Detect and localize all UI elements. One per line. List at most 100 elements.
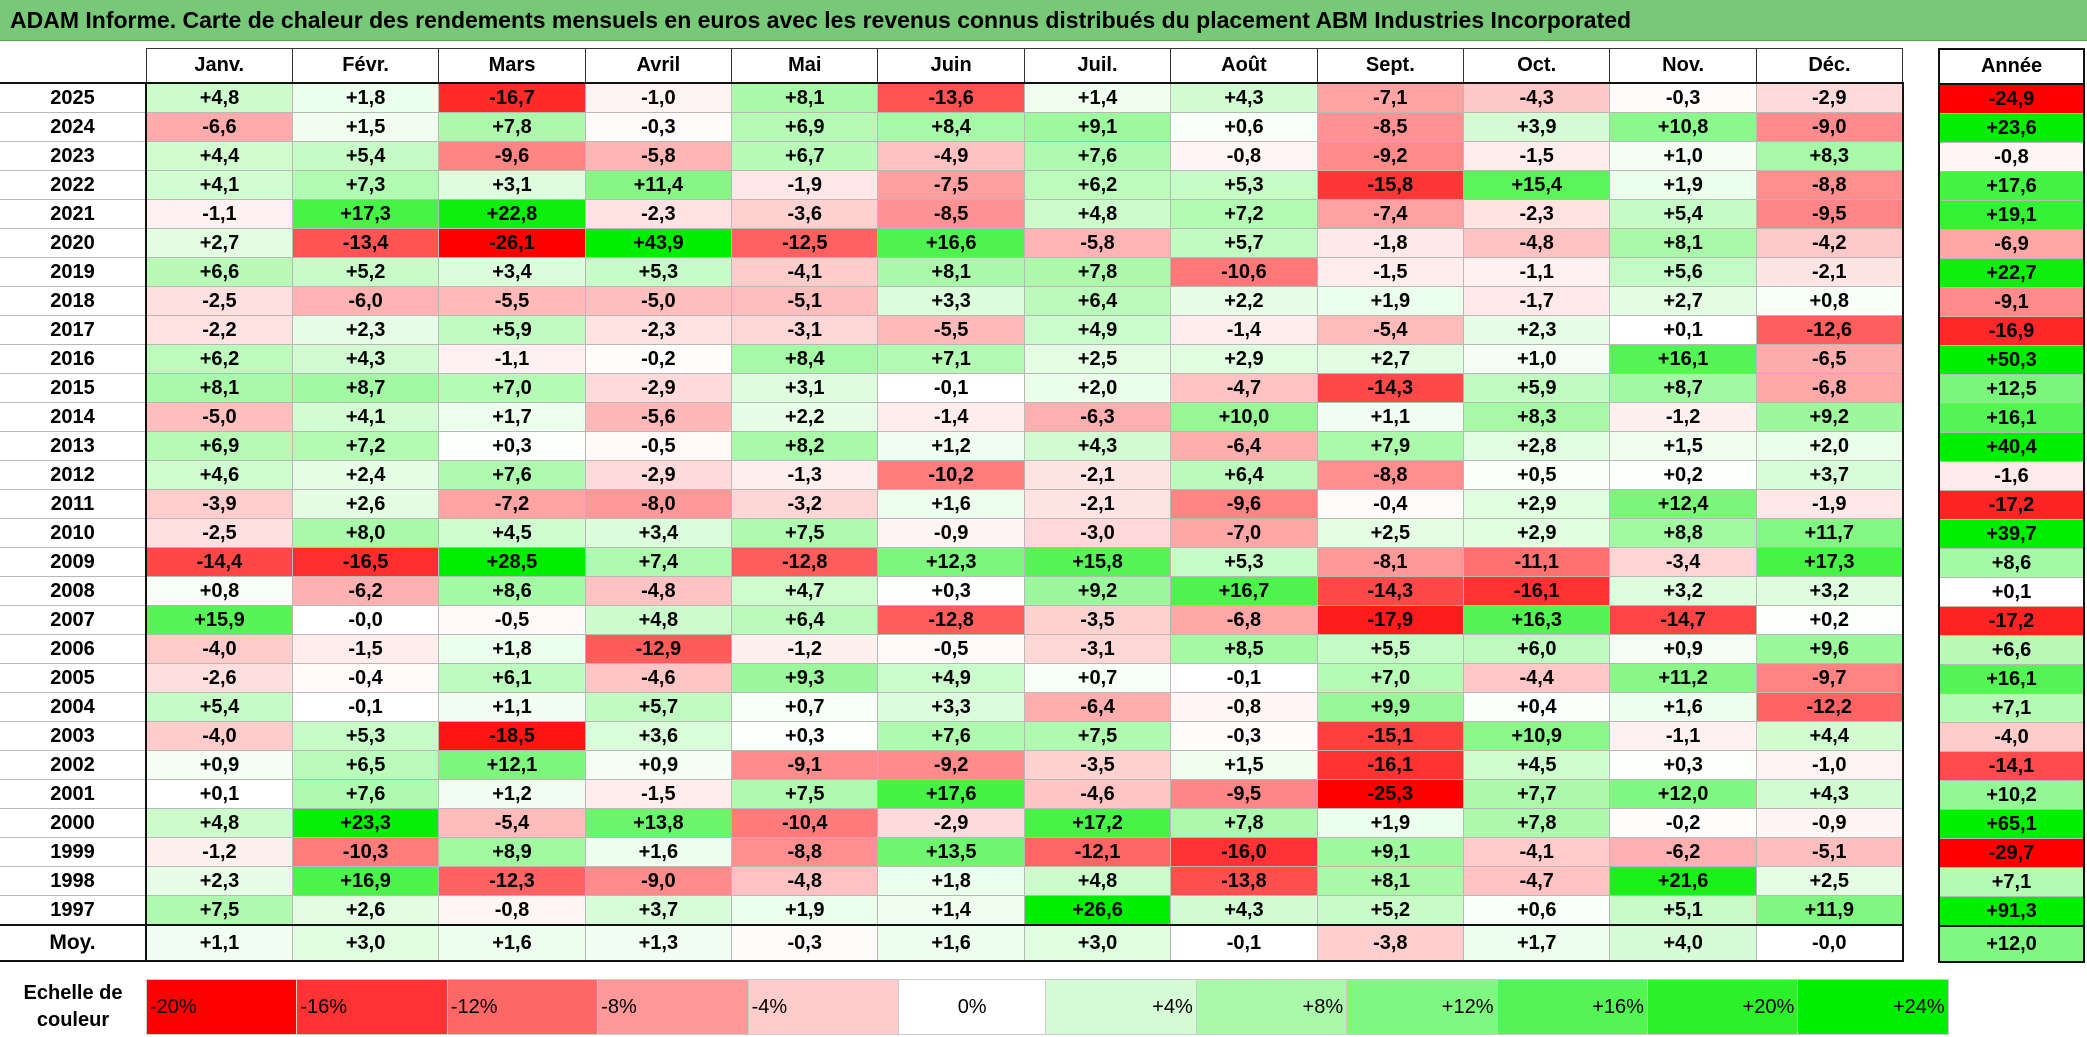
heatmap-cell: +21,6 [1609, 866, 1757, 896]
heatmap-cell: -4,0 [145, 721, 293, 751]
heatmap-cell: +2,9 [1463, 489, 1611, 519]
annual-cell: -9,1 [1938, 287, 2085, 317]
heatmap-cell: +4,3 [1170, 895, 1318, 926]
heatmap-cell: +1,9 [1316, 808, 1465, 838]
heatmap-cell: +0,5 [1463, 460, 1611, 490]
heatmap-cell: +0,9 [145, 750, 293, 780]
heatmap-cell: +8,6 [438, 576, 586, 606]
heatmap-cell: +7,6 [438, 460, 586, 490]
heatmap-cell: +1,1 [1316, 402, 1465, 432]
heatmap-cell: +7,9 [1316, 431, 1465, 461]
year-label: 1998 [0, 866, 147, 896]
heatmap-cell: +3,3 [877, 692, 1025, 722]
year-label: 2015 [0, 373, 147, 403]
year-label: 2023 [0, 141, 147, 171]
heatmap-cell: +7,1 [877, 344, 1025, 374]
annual-row: -4,0 [1938, 722, 2085, 752]
month-header: Janv. [145, 48, 293, 84]
heatmap-cell: +1,4 [1023, 82, 1172, 113]
heatmap-cell: -7,0 [1170, 518, 1318, 548]
heatmap-cell: -0,8 [1170, 141, 1318, 171]
average-cell: +4,0 [1609, 924, 1757, 962]
heatmap-cell: -2,3 [584, 315, 733, 345]
heatmap-cell: -12,8 [877, 605, 1025, 635]
year-row: 2021 -1,1 +17,3 +22,8 -2,3 -3,6 -8,5 +4,8 +7,2 -7… [0, 199, 1904, 229]
heatmap-cell: +7,4 [584, 547, 733, 577]
color-scale: Echelle de couleur -20% -16% -12% -8% -4% 0% +… [0, 979, 1949, 1035]
heatmap-cell: -4,6 [584, 663, 733, 693]
heatmap-cell: -9,5 [1755, 199, 1904, 229]
heatmap-cell: +7,8 [438, 112, 586, 142]
heatmap-cell: -7,2 [438, 489, 586, 519]
heatmap-cell: +10,0 [1170, 402, 1318, 432]
annual-cell: -14,1 [1938, 751, 2085, 781]
heatmap-cell: +7,5 [145, 895, 293, 926]
heatmap-cell: -0,9 [877, 518, 1025, 548]
heatmap-cell: +16,3 [1463, 605, 1611, 635]
heatmap-cell: +8,1 [877, 257, 1025, 287]
year-row: 2023 +4,4 +5,4 -9,6 -5,8 +6,7 -4,9 +7,6 -0,8 -9,2… [0, 141, 1904, 171]
heatmap-cell: +23,3 [291, 808, 440, 838]
year-row: 2000 +4,8 +23,3 -5,4 +13,8 -10,4 -2,9 +17,2 +7,8… [0, 808, 1904, 838]
year-label: 1997 [0, 895, 147, 926]
heatmap-cell: +3,4 [584, 518, 733, 548]
heatmap-cell: -6,2 [1609, 837, 1757, 867]
heatmap-cell: +13,5 [877, 837, 1025, 867]
heatmap-cell: -5,4 [1316, 315, 1465, 345]
heatmap-cell: -4,6 [1023, 779, 1172, 809]
heatmap-cell: +1,4 [877, 895, 1025, 926]
heatmap-cell: +5,4 [145, 692, 293, 722]
heatmap-cell: +0,9 [1609, 634, 1757, 664]
heatmap-cell: +0,3 [438, 431, 586, 461]
corner-cell [0, 48, 146, 84]
heatmap-cell: +8,7 [1609, 373, 1757, 403]
heatmap-cell: -3,5 [1023, 605, 1172, 635]
heatmap-cell: +8,4 [877, 112, 1025, 142]
heatmap-cell: -3,1 [1023, 634, 1172, 664]
heatmap-cell: +8,8 [1609, 518, 1757, 548]
heatmap-cell: -16,5 [291, 547, 440, 577]
heatmap-cell: +0,6 [1463, 895, 1611, 926]
heatmap-cell: -0,8 [1170, 692, 1318, 722]
year-row: 2016 +6,2 +4,3 -1,1 -0,2 +8,4 +7,1 +2,5 +2,9 +2,7… [0, 344, 1904, 374]
heatmap-cell: -6,4 [1170, 431, 1318, 461]
year-row: 1999 -1,2 -10,3 +8,9 +1,6 -8,8 +13,5 -12,1 -16,0… [0, 837, 1904, 867]
average-cell: +3,0 [291, 924, 440, 962]
month-header: Oct. [1463, 48, 1611, 84]
annual-row: +10,2 [1938, 780, 2085, 810]
heatmap-cell: +0,2 [1755, 605, 1904, 635]
heatmap-cell: -1,4 [1170, 315, 1318, 345]
year-label: 2011 [0, 489, 147, 519]
annual-cell: +16,1 [1938, 664, 2085, 694]
heatmap-cell: -0,3 [1609, 82, 1757, 113]
heatmap-cell: +0,3 [1609, 750, 1757, 780]
heatmap-cell: -3,9 [145, 489, 293, 519]
heatmap-cell: +2,7 [1316, 344, 1465, 374]
annual-row: -0,8 [1938, 142, 2085, 172]
heatmap-cell: +3,1 [731, 373, 879, 403]
heatmap-cell: -2,9 [584, 460, 733, 490]
heatmap-cell: -2,3 [1463, 199, 1611, 229]
annual-cell: +7,1 [1938, 867, 2085, 897]
year-label: 2016 [0, 344, 147, 374]
heatmap-cell: -2,6 [145, 663, 293, 693]
year-row: 2006 -4,0 -1,5 +1,8 -12,9 -1,2 -0,5 -3,1 +8,5 +5,… [0, 634, 1904, 664]
heatmap-cell: +5,3 [1170, 547, 1318, 577]
heatmap-cell: +12,4 [1609, 489, 1757, 519]
heatmap-cell: +1,6 [1609, 692, 1757, 722]
heatmap-cell: -5,5 [438, 286, 586, 316]
heatmap-cell: +43,9 [584, 228, 733, 258]
heatmap-cell: +5,9 [1463, 373, 1611, 403]
heatmap-cell: +12,0 [1609, 779, 1757, 809]
heatmap-cell: +9,1 [1023, 112, 1172, 142]
annual-row: +12,5 [1938, 374, 2085, 404]
heatmap-cell: +6,2 [1023, 170, 1172, 200]
annual-row: -9,1 [1938, 287, 2085, 317]
chart-title: ADAM Informe. Carte de chaleur des rende… [10, 7, 1632, 33]
heatmap-cell: -0,5 [877, 634, 1025, 664]
heatmap-cell: +9,6 [1755, 634, 1904, 664]
annual-cell: +0,1 [1938, 577, 2085, 607]
heatmap-cell: -6,2 [291, 576, 440, 606]
annual-cell: -4,0 [1938, 722, 2085, 752]
heatmap-cell: -1,9 [731, 170, 879, 200]
